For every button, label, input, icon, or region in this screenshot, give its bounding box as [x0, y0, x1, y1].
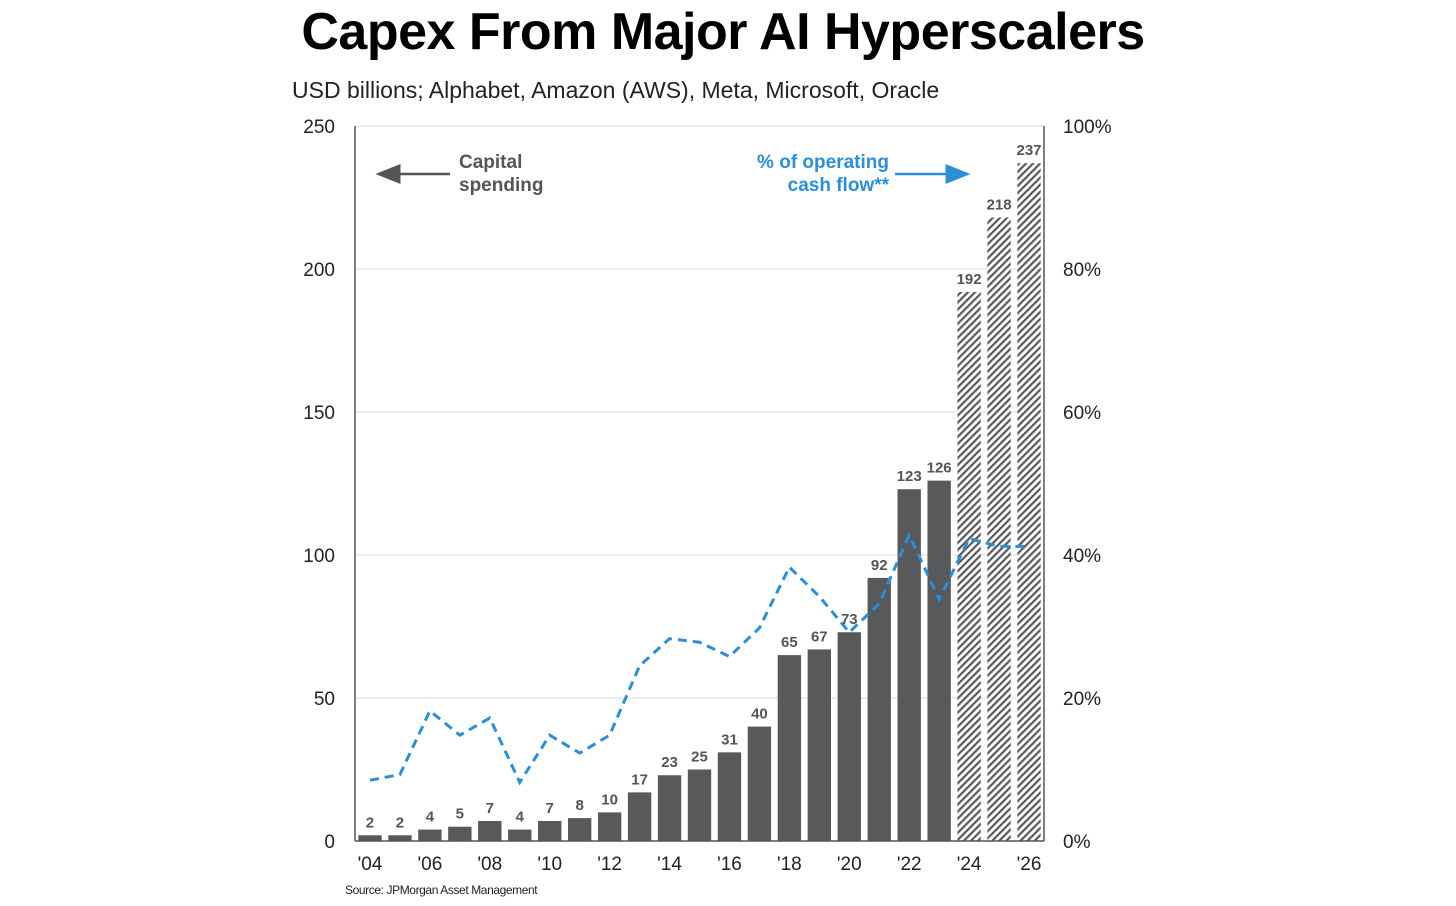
data-label-2016: 31	[721, 731, 738, 748]
bar-2017	[747, 726, 772, 841]
y-left-tick-label: 200	[303, 260, 335, 281]
data-label-2013: 17	[631, 771, 648, 788]
bar-2023	[927, 480, 951, 841]
bar-2013	[627, 792, 652, 841]
annotation-capital-spending: Capital spending	[375, 152, 543, 196]
chart-title: Capex From Major AI Hyperscalers	[301, 3, 1145, 61]
data-label-2018: 65	[781, 634, 798, 651]
data-label-2024: 192	[957, 271, 982, 288]
x-tick-label: '04	[358, 854, 383, 875]
data-label-2019: 67	[811, 628, 828, 645]
x-tick-label: '14	[657, 854, 682, 875]
data-label-2017: 40	[751, 706, 768, 723]
data-label-2014: 23	[661, 754, 678, 771]
y-left-tick-label: 250	[303, 117, 335, 138]
bar-2026	[1017, 163, 1041, 841]
bar-2025	[987, 217, 1011, 841]
y-left-tick-label: 100	[303, 546, 335, 567]
x-tick-label: '22	[897, 854, 922, 875]
x-tick-label: '24	[957, 854, 982, 875]
y-left-tick-label: 150	[303, 403, 335, 424]
bar-2018	[777, 655, 802, 841]
x-tick-label: '06	[418, 854, 443, 875]
source-note: Source: JPMorgan Asset Management	[345, 883, 538, 897]
y-right-tick-label: 100%	[1063, 117, 1112, 138]
data-label-2008: 7	[486, 800, 494, 817]
data-label-2015: 25	[691, 749, 708, 766]
data-label-2004: 2	[366, 814, 374, 831]
chart-subtitle: USD billions; Alphabet, Amazon (AWS), Me…	[292, 77, 940, 103]
data-label-2025: 218	[987, 197, 1012, 214]
data-label-2022: 123	[897, 468, 922, 485]
y-right-tick-label: 60%	[1063, 403, 1101, 424]
data-label-2005: 2	[396, 814, 404, 831]
bar-2010	[538, 820, 562, 841]
bar-data-labels: 2 2 4 5 7 4 7 8 10 17 23 25 31 40 65 67 73 92 123 126 192 218…	[366, 142, 1042, 831]
y-right-tick-label: 20%	[1063, 689, 1101, 710]
line-percent-cash-flow	[369, 531, 1030, 786]
x-tick-label: '20	[837, 854, 862, 875]
bar-2024	[957, 291, 981, 841]
data-label-2010: 7	[546, 800, 554, 817]
data-label-2021: 92	[871, 557, 888, 574]
line-series-percent-cash-flow	[369, 531, 1030, 786]
y-right-tick-label: 80%	[1063, 260, 1101, 281]
x-tick-label: '18	[777, 854, 802, 875]
bars-capital-spending	[358, 163, 1041, 841]
data-label-2023: 126	[927, 460, 952, 477]
bar-2007	[448, 826, 472, 841]
bar-2022	[897, 489, 921, 841]
bar-2016	[717, 752, 742, 841]
bar-2008	[478, 820, 502, 841]
x-tick-label: '12	[597, 854, 622, 875]
axes	[354, 126, 1045, 842]
data-label-2012: 10	[601, 791, 618, 808]
bar-2009	[508, 829, 532, 841]
data-label-2026: 237	[1017, 142, 1042, 159]
x-tick-label: '26	[1017, 854, 1042, 875]
y-right-tick-label: 40%	[1063, 546, 1101, 567]
bar-2005	[388, 835, 412, 841]
annotation-percent-cash-flow: % of operating cash flow**	[757, 152, 971, 196]
annotation-percent-line2: cash flow**	[788, 175, 890, 196]
bar-2006	[418, 829, 442, 841]
bar-2015	[687, 769, 712, 841]
tick-labels: 0 0% 50 20% 100 40% 150 60% 200 80% 250 100% '04 '06 '…	[303, 117, 1111, 875]
bar-2012	[597, 812, 622, 841]
annotation-capital-line1: Capital	[459, 152, 522, 173]
annotation-percent-line1: % of operating	[757, 152, 889, 173]
x-tick-label: '08	[477, 854, 502, 875]
bar-2014	[657, 775, 682, 841]
bar-2004	[358, 835, 382, 841]
y-right-tick-label: 0%	[1063, 832, 1091, 853]
x-tick-label: '10	[537, 854, 562, 875]
bar-2019	[807, 649, 832, 841]
y-left-tick-label: 50	[314, 689, 335, 710]
bar-2011	[567, 818, 592, 841]
data-label-2009: 4	[516, 809, 525, 826]
bar-2020	[837, 632, 861, 841]
x-tick-label: '16	[717, 854, 742, 875]
data-label-2011: 8	[576, 797, 584, 814]
y-left-tick-label: 0	[324, 832, 335, 853]
data-label-2020: 73	[841, 611, 858, 628]
data-label-2006: 4	[426, 809, 435, 826]
annotation-capital-line2: spending	[459, 175, 543, 196]
bar-2021	[867, 577, 891, 841]
data-label-2007: 5	[456, 806, 464, 823]
